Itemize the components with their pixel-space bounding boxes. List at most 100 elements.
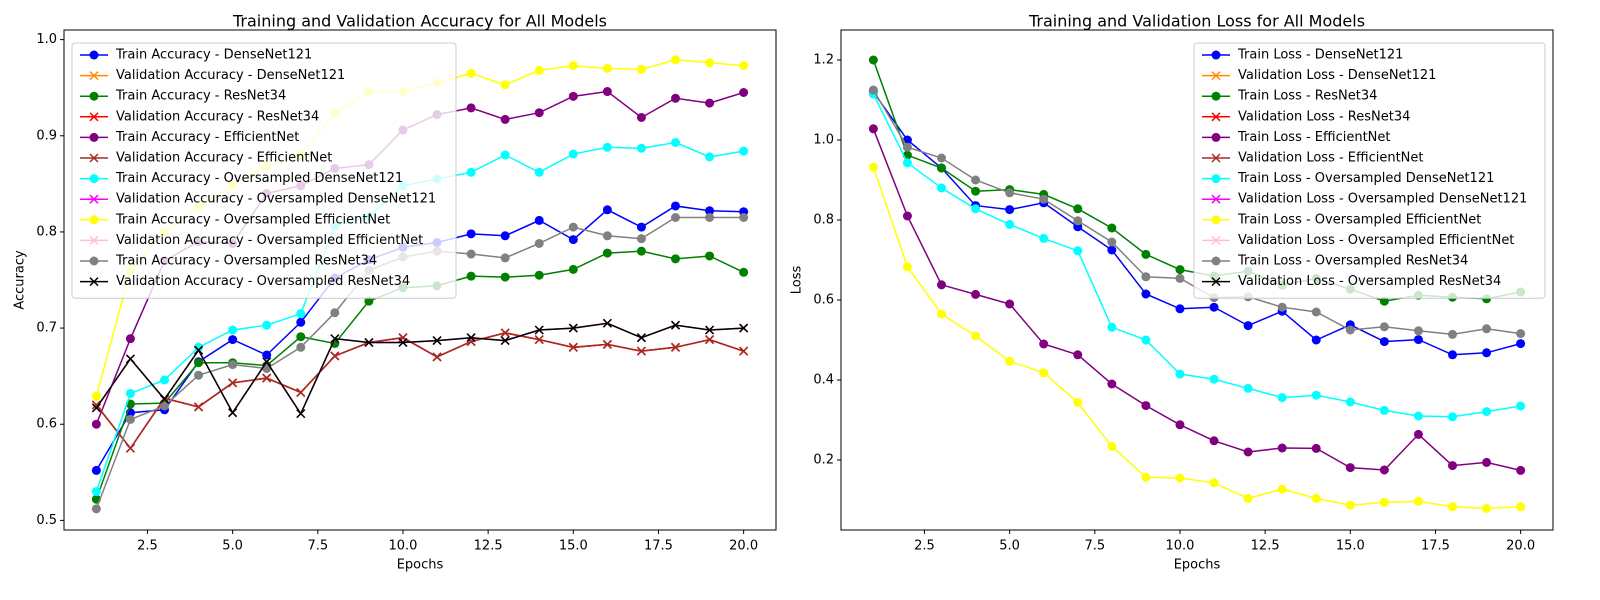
point-marker [125, 414, 135, 424]
series-line [872, 91, 1521, 356]
y-tick-label: 0.2 [813, 453, 834, 468]
point-marker [739, 267, 749, 277]
axes-frame [840, 29, 1554, 531]
point-marker [1379, 337, 1389, 347]
point-marker [602, 63, 612, 73]
legend-marker [89, 215, 99, 225]
point-marker [1073, 216, 1083, 226]
point-marker [1482, 348, 1492, 358]
legend-marker [89, 112, 99, 122]
point-marker [568, 61, 578, 71]
point-marker [1277, 443, 1287, 453]
point-marker [159, 375, 169, 385]
legend-label: Validation Loss - Oversampled DenseNet12… [1238, 192, 1527, 207]
point-marker [262, 373, 272, 383]
point-marker [296, 342, 306, 352]
point-marker [1516, 339, 1526, 349]
point-marker [1277, 393, 1287, 403]
legend-label: Train Loss - ResNet34 [1237, 89, 1377, 104]
point-marker [671, 93, 681, 103]
point-marker [1107, 223, 1117, 233]
point-marker [602, 142, 612, 152]
point-marker [1039, 339, 1049, 349]
point-marker [1379, 322, 1389, 332]
point-marker [739, 213, 749, 222]
legend-label: Validation Loss - Oversampled ResNet34 [1238, 274, 1501, 289]
x-tick-label: 2.5 [914, 539, 935, 554]
point-marker [671, 55, 681, 65]
legend-marker [89, 235, 99, 245]
point-marker [125, 388, 135, 398]
point-marker [636, 333, 646, 343]
point-marker [1345, 500, 1355, 510]
legend: Train Loss - DenseNet121 Validation Loss … [1193, 42, 1546, 299]
point-marker [194, 345, 204, 355]
point-marker [971, 289, 981, 299]
point-marker [364, 337, 374, 348]
point-marker [705, 152, 715, 162]
axes: 2.5 5.0 7.5 10.0 12.5 15.0 17.5 20.0 0.2 0.4 0.6 0.… [790, 12, 1554, 573]
point-marker [902, 158, 912, 168]
point-marker [228, 378, 238, 388]
point-marker [534, 238, 544, 248]
point-marker [1175, 273, 1185, 283]
point-marker [125, 334, 135, 344]
point-marker [1175, 420, 1185, 430]
point-marker [739, 88, 749, 97]
point-marker [1379, 465, 1389, 475]
point-marker [636, 346, 646, 356]
point-marker [602, 318, 612, 328]
point-marker [262, 350, 272, 360]
point-marker [534, 270, 544, 280]
point-marker [534, 215, 544, 225]
point-marker [466, 68, 476, 78]
point-marker [228, 335, 238, 345]
point-marker [636, 234, 646, 244]
x-tick-label: 20.0 [1506, 539, 1535, 554]
point-marker [91, 504, 101, 514]
legend-label: Validation Accuracy - Oversampled Effici… [116, 233, 423, 248]
legend-label: Validation Accuracy - Oversampled ResNet… [116, 274, 410, 289]
y-tick-label: 0.8 [813, 213, 834, 228]
point-marker [705, 213, 715, 222]
point-marker [330, 351, 340, 361]
legend-label: Train Accuracy - Oversampled DenseNet121 [115, 171, 403, 186]
y-tick-label: 1.0 [813, 133, 834, 148]
point-marker [671, 213, 681, 222]
point-marker [330, 334, 340, 344]
legend-label: Train Loss - Oversampled ResNet34 [1237, 254, 1468, 269]
y-tick-label: 0.6 [813, 293, 834, 308]
point-marker [936, 309, 946, 319]
point-marker [868, 55, 878, 65]
point-marker [1482, 457, 1492, 467]
legend-label: Train Loss - Oversampled EfficientNet [1237, 212, 1481, 227]
point-marker [568, 235, 578, 245]
x-tick-label: 7.5 [1084, 539, 1105, 554]
legend-box [71, 42, 457, 299]
point-marker [125, 354, 135, 364]
legend-marker [1211, 235, 1221, 245]
point-marker [1107, 245, 1117, 255]
point-marker [568, 323, 578, 333]
point-marker [1141, 289, 1151, 299]
point-marker [568, 91, 578, 101]
point-marker [1175, 369, 1185, 379]
legend-label: Train Accuracy - Oversampled ResNet34 [115, 254, 377, 269]
point-marker [159, 401, 169, 411]
point-marker [1379, 405, 1389, 415]
legend-label: Train Accuracy - ResNet34 [115, 89, 286, 104]
y-tick-label: 0.8 [36, 224, 57, 239]
point-marker [705, 325, 715, 335]
point-marker [1209, 436, 1219, 446]
chart-title: Training and Validation Loss for All Mod… [1028, 12, 1365, 31]
x-tick-label: 17.5 [1421, 539, 1450, 554]
legend-label: Train Loss - EfficientNet [1237, 130, 1391, 145]
point-marker [739, 346, 749, 356]
point-marker [1209, 374, 1219, 384]
point-marker [296, 309, 306, 319]
x-tick-label: 15.0 [1336, 539, 1365, 554]
point-marker [1039, 194, 1049, 204]
legend-label: Validation Loss - ResNet34 [1238, 109, 1410, 124]
legend-marker [89, 194, 99, 204]
legend-marker [89, 174, 99, 184]
